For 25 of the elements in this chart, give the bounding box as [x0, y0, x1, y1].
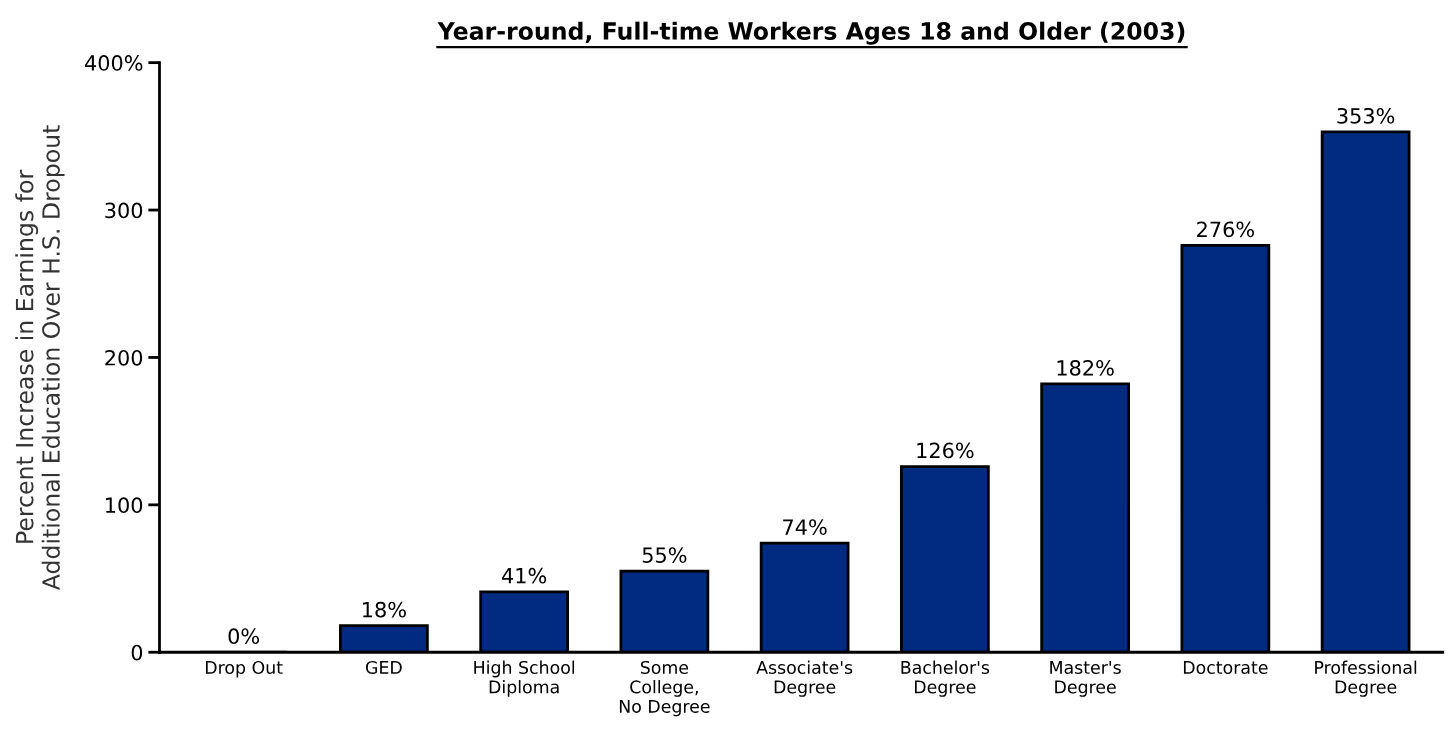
data-label: 126% [917, 442, 974, 459]
x-tick-label: Drop Out [205, 660, 283, 678]
y-tick-label: 100 [106, 497, 143, 514]
y-axis-title: Percent Increase in Earnings for Additional Education Over H.S. Dropout [15, 125, 65, 591]
y-tick-label: 300 [105, 202, 143, 219]
x-tick-label: Professional Degree [1315, 660, 1417, 697]
y-tick-label: 400% [84, 55, 143, 71]
x-tick-label: Some College, No Degree [619, 660, 710, 717]
y-tick-label: 0 [131, 644, 143, 661]
y-tick-label: 200 [105, 349, 143, 366]
data-label: 0% [228, 628, 260, 645]
x-tick-label: Doctorate [1183, 661, 1268, 675]
x-tick-label: GED [365, 660, 402, 675]
data-label: 55% [642, 547, 687, 563]
x-tick-label: Master's Degree [1050, 661, 1121, 697]
chart-title: Year-round, Full-time Workers Ages 18 and Older (2003) [437, 21, 1185, 45]
x-tick-label: Associate's Degree [756, 660, 853, 697]
data-label: 276% [1197, 221, 1254, 238]
x-tick-label: Bachelor's Degree [901, 660, 990, 697]
data-label: 74% [783, 519, 827, 535]
data-label: 182% [1057, 360, 1114, 376]
x-tick-label: High School Diploma [474, 660, 575, 697]
data-label: 353% [1337, 107, 1395, 124]
data-label: 41% [502, 567, 547, 584]
data-label: 18% [363, 601, 406, 618]
